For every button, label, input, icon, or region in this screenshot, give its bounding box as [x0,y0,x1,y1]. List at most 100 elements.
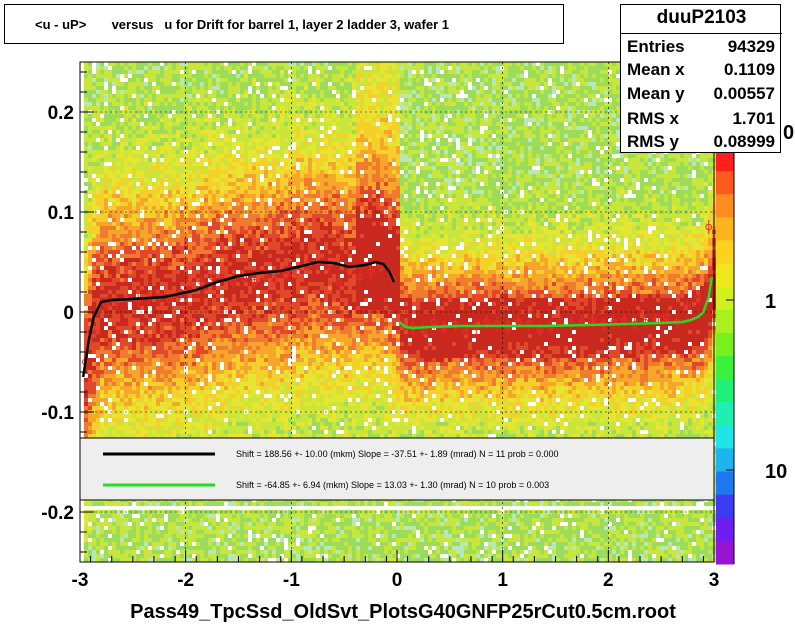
heatmap-cell [120,518,124,522]
heatmap-cell [156,426,160,430]
heatmap-cell [144,414,148,418]
heatmap-cell [200,406,204,410]
heatmap-cell [216,426,220,430]
heatmap-cell [144,202,148,206]
heatmap-cell [84,254,88,258]
heatmap-cell [188,426,192,430]
heatmap-cell [112,426,116,430]
heatmap-cell [216,306,220,310]
heatmap-cell [196,78,200,82]
heatmap-cell [136,98,140,102]
heatmap-cell [148,338,152,342]
heatmap-cell [232,398,236,402]
heatmap-cell [216,554,220,558]
heatmap-cell [164,338,168,342]
heatmap-cell [184,422,188,426]
heatmap-cell [236,302,240,306]
heatmap-cell [152,330,156,334]
heatmap-cell [172,150,176,154]
heatmap-cell [104,158,108,162]
heatmap-cell [196,134,200,138]
heatmap-cell [148,530,152,534]
heatmap-cell [232,218,236,222]
heatmap-cell [112,226,116,230]
heatmap-cell [232,170,236,174]
heatmap-cell [232,142,236,146]
heatmap-cell [236,298,240,302]
heatmap-cell [84,334,88,338]
heatmap-cell [120,86,124,90]
heatmap-cell [200,174,204,178]
heatmap-cell [92,246,96,250]
heatmap-cell [120,158,124,162]
heatmap-cell [224,158,228,162]
heatmap-cell [192,382,196,386]
heatmap-cell [216,138,220,142]
heatmap-cell [184,114,188,118]
heatmap-cell [248,190,252,194]
heatmap-cell [236,546,240,550]
heatmap-cell [240,82,244,86]
heatmap-cell [112,338,116,342]
heatmap-cell [164,318,168,322]
heatmap-cell [228,402,232,406]
heatmap-cell [204,118,208,122]
heatmap-cell [232,394,236,398]
heatmap-cell [168,94,172,98]
heatmap-cell [140,182,144,186]
heatmap-cell [152,70,156,74]
heatmap-cell [116,154,120,158]
heatmap-cell [120,526,124,530]
heatmap-cell [152,170,156,174]
heatmap-cell [140,514,144,518]
heatmap-cell [132,334,136,338]
heatmap-cell [120,206,124,210]
heatmap-cell [236,258,240,262]
heatmap-cell [100,242,104,246]
heatmap-cell [172,366,176,370]
heatmap-cell [228,370,232,374]
heatmap-cell [244,418,248,422]
heatmap-cell [160,146,164,150]
heatmap-cell [164,394,168,398]
heatmap-cell [176,314,180,318]
heatmap-cell [172,318,176,322]
heatmap-cell [200,394,204,398]
heatmap-cell [116,66,120,70]
heatmap-cell [88,218,92,222]
heatmap-cell [224,126,228,130]
heatmap-cell [184,122,188,126]
heatmap-cell [224,414,228,418]
heatmap-cell [112,378,116,382]
heatmap-cell [220,114,224,118]
heatmap-cell [84,278,88,282]
heatmap-cell [180,174,184,178]
heatmap-cell [192,378,196,382]
heatmap-cell [116,174,120,178]
heatmap-cell [172,398,176,402]
heatmap-cell [132,130,136,134]
heatmap-cell [104,390,108,394]
heatmap-cell [92,390,96,394]
heatmap-cell [208,530,212,534]
heatmap-cell [96,430,100,434]
heatmap-cell [212,550,216,554]
heatmap-cell [128,418,132,422]
heatmap-cell [172,154,176,158]
heatmap-cell [136,206,140,210]
heatmap-cell [172,70,176,74]
heatmap-cell [236,198,240,202]
heatmap-cell [196,530,200,534]
heatmap-cell [184,318,188,322]
heatmap-cell [136,266,140,270]
heatmap-cell [156,306,160,310]
heatmap-cell [216,74,220,78]
heatmap-cell [124,82,128,86]
heatmap-cell [144,302,148,306]
heatmap-cell [220,294,224,298]
heatmap-cell [252,194,256,198]
heatmap-cell [96,414,100,418]
heatmap-cell [100,346,104,350]
heatmap-cell [148,366,152,370]
heatmap-cell [152,246,156,250]
